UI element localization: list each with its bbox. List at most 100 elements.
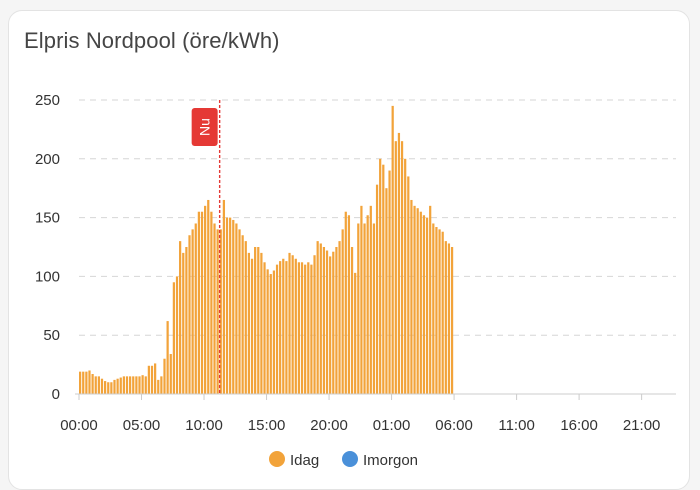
price-bar xyxy=(194,223,197,394)
price-bar xyxy=(354,272,357,394)
price-bar xyxy=(154,363,157,394)
price-bar xyxy=(244,241,247,394)
price-bar xyxy=(441,231,444,394)
price-bar xyxy=(335,247,338,394)
price-bar xyxy=(385,188,388,394)
price-bar xyxy=(179,241,182,394)
x-tick-label: 05:00 xyxy=(123,417,161,434)
price-bar xyxy=(141,375,144,394)
price-bar xyxy=(404,158,407,394)
x-tick-label: 01:00 xyxy=(373,417,411,434)
price-bar xyxy=(197,211,201,394)
price-bar xyxy=(232,219,235,394)
price-bar xyxy=(416,208,419,394)
price-bar xyxy=(282,258,285,394)
y-tick-label: 200 xyxy=(35,151,60,168)
price-bar xyxy=(435,227,438,394)
price-bar xyxy=(122,376,125,394)
price-bar xyxy=(132,376,135,394)
x-tick-label: 15:00 xyxy=(248,417,286,434)
price-bar xyxy=(188,235,191,394)
price-bar xyxy=(279,261,282,394)
price-bar xyxy=(191,229,194,394)
price-bar xyxy=(225,217,229,394)
price-bar xyxy=(257,247,260,394)
price-bar xyxy=(347,215,351,394)
price-bar xyxy=(250,258,254,394)
legend-swatch[interactable] xyxy=(269,451,285,467)
price-bar xyxy=(254,247,257,394)
price-bar xyxy=(266,269,269,394)
price-bar xyxy=(166,321,169,394)
price-bar xyxy=(307,262,310,394)
price-bar xyxy=(247,252,251,394)
price-bar xyxy=(432,223,435,394)
price-bar xyxy=(379,158,382,394)
price-bar xyxy=(285,261,288,394)
price-bar xyxy=(213,223,216,394)
price-bar xyxy=(125,376,129,394)
price-bar xyxy=(175,276,179,394)
price-bar xyxy=(216,229,219,394)
card-title: Elpris Nordpool (öre/kWh) xyxy=(24,28,280,53)
price-bar xyxy=(135,376,138,394)
price-bar xyxy=(100,378,104,394)
price-chart: 0 50 100 150 200 250 00:00 05:00 10:00 15:00 20:00… xyxy=(35,92,676,469)
price-bar xyxy=(229,217,232,394)
price-bar xyxy=(322,247,326,394)
price-bar xyxy=(272,270,276,394)
price-bar xyxy=(119,377,122,394)
price-bar xyxy=(297,262,301,394)
price-bar xyxy=(291,255,294,394)
price-bar xyxy=(116,378,119,394)
y-tick-label: 150 xyxy=(35,210,60,227)
price-bar xyxy=(160,376,163,394)
price-bar xyxy=(410,199,413,394)
x-tick-label: 16:00 xyxy=(560,417,598,434)
price-bar xyxy=(85,371,88,394)
price-bar xyxy=(222,199,226,394)
price-bar xyxy=(94,376,97,394)
price-bar xyxy=(163,358,166,394)
price-bar xyxy=(444,241,447,394)
price-bar xyxy=(129,376,132,394)
price-bar xyxy=(204,205,207,394)
y-tick-label: 0 xyxy=(52,386,60,403)
x-tick-label: 06:00 xyxy=(435,417,473,434)
price-bar xyxy=(138,376,141,394)
price-bar xyxy=(382,164,385,394)
price-bar xyxy=(447,243,451,394)
price-bar xyxy=(207,199,210,394)
price-bar xyxy=(144,376,147,394)
price-bar xyxy=(310,264,313,394)
price-bar xyxy=(185,247,188,394)
legend-swatch[interactable] xyxy=(342,451,358,467)
price-bar xyxy=(235,223,238,394)
price-bar xyxy=(260,252,263,394)
price-bar xyxy=(300,262,304,394)
price-bar xyxy=(88,370,91,394)
price-bar xyxy=(107,382,110,394)
price-bar xyxy=(269,274,272,394)
price-bar xyxy=(325,250,329,394)
price-bar xyxy=(172,282,175,394)
y-tick-label: 100 xyxy=(35,268,60,285)
price-bar xyxy=(363,223,366,394)
price-bar xyxy=(294,258,297,394)
price-bar xyxy=(357,223,360,394)
price-bar xyxy=(210,211,213,394)
price-bar xyxy=(388,170,391,394)
price-bar xyxy=(338,241,341,394)
price-bar xyxy=(113,379,116,394)
price-bar xyxy=(419,211,422,394)
price-bar xyxy=(400,141,404,394)
legend-item-label[interactable]: Idag xyxy=(290,452,319,469)
price-bar xyxy=(450,247,454,394)
price-bar xyxy=(391,105,394,394)
now-marker-label: Nu xyxy=(197,118,213,136)
price-bar xyxy=(110,382,113,394)
price-bar xyxy=(425,217,429,394)
legend-item-label[interactable]: Imorgon xyxy=(363,452,418,469)
price-bar xyxy=(397,132,401,395)
price-bar xyxy=(407,176,410,394)
